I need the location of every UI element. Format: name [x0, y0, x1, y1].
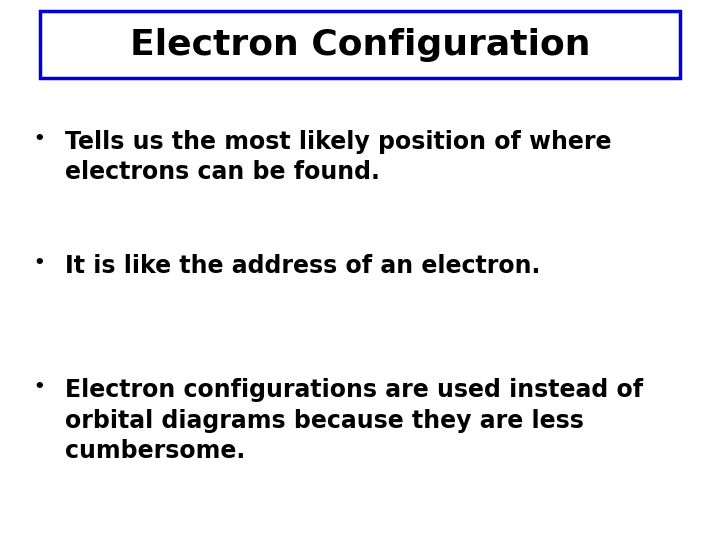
Text: •: •	[34, 378, 45, 396]
FancyBboxPatch shape	[40, 11, 680, 78]
Text: •: •	[34, 130, 45, 147]
Text: Electron configurations are used instead of
orbital diagrams because they are le: Electron configurations are used instead…	[65, 378, 643, 463]
Text: •: •	[34, 254, 45, 272]
Text: Electron Configuration: Electron Configuration	[130, 28, 590, 62]
Text: It is like the address of an electron.: It is like the address of an electron.	[65, 254, 540, 278]
Text: Tells us the most likely position of where
electrons can be found.: Tells us the most likely position of whe…	[65, 130, 611, 184]
